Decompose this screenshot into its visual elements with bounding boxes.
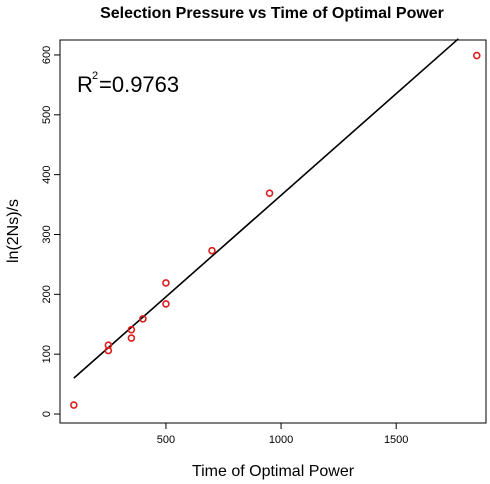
data-point	[162, 300, 170, 308]
data-point	[70, 401, 78, 409]
chart-title: Selection Pressure vs Time of Optimal Po…	[100, 5, 444, 22]
data-point	[127, 325, 136, 334]
data-point	[472, 51, 481, 60]
x-axis-title: Time of Optimal Power	[192, 463, 355, 480]
y-tick-label: 400	[41, 165, 53, 183]
y-tick-label: 100	[41, 345, 53, 363]
r-squared-value: =0.9763	[99, 72, 179, 97]
data-point	[127, 334, 136, 342]
regression-line	[73, 38, 459, 379]
x-axis: 500 1000 1500	[157, 423, 408, 446]
plot-frame	[59, 39, 487, 424]
y-axis-title: ln(2Ns)/s	[5, 199, 22, 263]
data-point	[265, 189, 274, 197]
y-axis: 0 100 200 300 400 500 600	[41, 46, 60, 417]
x-tick-label: 500	[157, 434, 175, 446]
y-tick-label: 500	[41, 106, 53, 124]
data-point	[139, 315, 147, 323]
x-tick-label: 1000	[269, 434, 293, 446]
data-point	[162, 279, 170, 287]
r-squared-base: R	[77, 72, 93, 97]
y-tick-label: 300	[41, 225, 53, 243]
r-squared-superscript: 2	[92, 70, 98, 82]
x-tick-label: 1500	[384, 434, 408, 446]
r-squared-annotation: R 2 =0.9763	[77, 70, 179, 97]
data-points	[70, 51, 481, 409]
data-point	[104, 341, 113, 350]
y-tick-label: 600	[41, 46, 53, 64]
y-tick-label: 0	[41, 411, 53, 417]
y-tick-label: 200	[41, 285, 53, 303]
data-point	[208, 246, 216, 255]
